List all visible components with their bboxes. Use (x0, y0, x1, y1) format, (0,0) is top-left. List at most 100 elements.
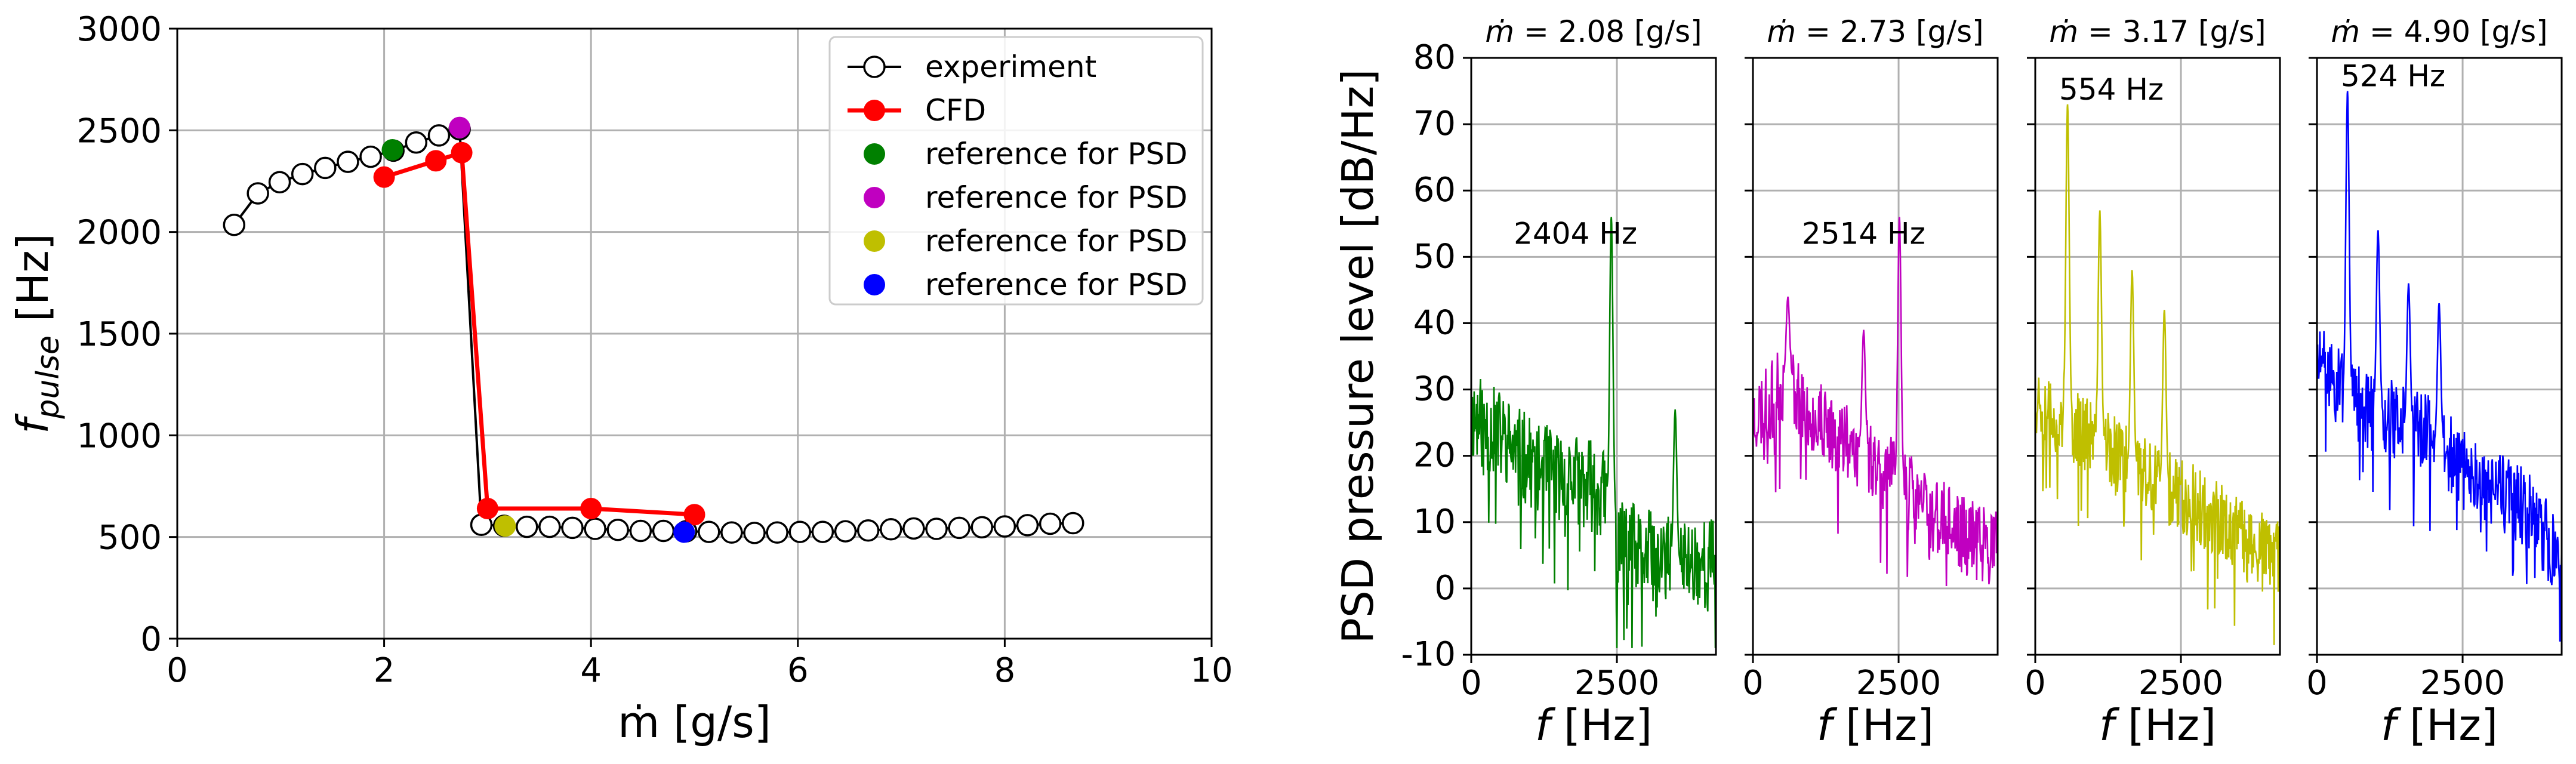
experiment-point (337, 150, 359, 173)
psd-title-value: 2.73 [g/s] (1840, 14, 1984, 49)
experiment-point (246, 182, 269, 205)
psd-y-tick-label: 80 (1413, 38, 1456, 77)
reference-point (381, 139, 403, 161)
left-y-axis-label: fpulse [Hz] (8, 233, 66, 434)
experiment-point (970, 516, 994, 539)
psd-peak-annotation: 2404 Hz (1514, 217, 1637, 251)
psd-x-tick-label: 2500 (1856, 664, 1942, 703)
left-y-tick-label: 3000 (76, 10, 162, 49)
left-series (223, 116, 1084, 544)
experiment-point (698, 520, 720, 543)
legend-label: experiment (925, 50, 1096, 84)
psd-peak-annotation: 524 Hz (2341, 59, 2445, 94)
psd-panel: 0 2500 ṁ = 3.17 [g/s] 554 Hz f [Hz] (2025, 14, 2281, 750)
experiment-point (314, 156, 337, 180)
left-y-label-unit: [Hz] (8, 233, 58, 335)
psd-x-tick-label: 0 (2306, 664, 2328, 703)
experiment-point (1062, 512, 1084, 535)
left-y-tick-label: 2500 (76, 112, 162, 150)
left-y-tick-label: 1000 (76, 417, 162, 455)
reference-point (494, 515, 516, 537)
psd-x-axis-label: f [Hz] (2099, 700, 2216, 750)
psd-axes-frame (1752, 57, 1999, 656)
left-x-tick-label: 4 (580, 651, 602, 690)
legend-label: reference for PSD (925, 224, 1188, 258)
psd-title-prefix: ṁ = (2331, 14, 2404, 49)
psd-y-tick-label: 60 (1413, 171, 1456, 210)
experiment-point (856, 519, 880, 542)
psd-y-tick-label: 10 (1413, 503, 1456, 541)
psd-x-label-unit: [Hz] (1832, 700, 1934, 750)
legend-label: reference for PSD (925, 267, 1188, 302)
psd-x-tick-label: 2500 (2139, 664, 2224, 703)
legend-marker (864, 100, 885, 121)
psd-y-tick-label: 20 (1413, 436, 1456, 475)
experiment-point (880, 517, 902, 541)
cfd-point (425, 150, 447, 172)
psd-peak-annotation: 2514 Hz (1802, 217, 1925, 251)
experiment-point (538, 515, 561, 538)
left-x-tick-label: 10 (1190, 651, 1232, 690)
psd-panel-title: ṁ = 2.08 [g/s] (1485, 14, 1702, 49)
experiment-point (652, 519, 675, 543)
psd-panel-title: ṁ = 4.90 [g/s] (2331, 14, 2547, 49)
legend-box (828, 36, 1204, 306)
experiment-point (584, 517, 606, 540)
experiment-point (359, 145, 382, 168)
experiment-point (720, 521, 743, 544)
psd-x-tick-label: 2500 (1574, 664, 1660, 703)
psd-panel-title: ṁ = 3.17 [g/s] (2049, 14, 2266, 49)
psd-x-tick-label: 0 (2025, 664, 2046, 703)
cfd-point (451, 141, 473, 164)
psd-title-value: 4.90 [g/s] (2404, 14, 2548, 49)
experiment-point (1016, 514, 1039, 537)
psd-title-prefix: ṁ = (2049, 14, 2122, 49)
cfd-point (580, 497, 602, 519)
legend-marker (863, 56, 886, 78)
psd-x-tick-label: 2500 (2420, 664, 2506, 703)
legend-label: reference for PSD (925, 180, 1188, 215)
psd-panel: 0 2500 ṁ = 2.73 [g/s] 2514 Hz f [Hz] (1742, 14, 1999, 750)
legend-marker (864, 230, 885, 252)
experiment-point (788, 520, 812, 543)
reference-point (673, 521, 695, 543)
psd-panel: 0 2500 ṁ = 4.90 [g/s] 524 Hz f [Hz] (2306, 14, 2563, 750)
psd-y-tick-label: 0 (1434, 569, 1456, 608)
experiment-point (268, 171, 291, 193)
legend-label: CFD (925, 93, 986, 128)
psd-spectrum-line (1752, 217, 1999, 587)
legend: experiment CFD reference for PSD reference … (828, 36, 1204, 306)
experiment-point (606, 518, 630, 541)
cfd-point (373, 166, 395, 188)
psd-axes-frame (2316, 57, 2563, 656)
psd-axes-frame (2034, 57, 2281, 656)
legend-marker (864, 143, 885, 165)
legend-marker (864, 187, 885, 208)
experiment-point (993, 515, 1016, 538)
left-axes-frame (176, 27, 1213, 640)
left-y-label-sub: pulse (30, 335, 66, 420)
left-y-tick-label: 0 (140, 620, 162, 659)
legend-marker (864, 274, 885, 295)
psd-spectrum-line (2034, 104, 2281, 645)
left-y-tick-label: 2000 (76, 214, 162, 252)
psd-y-tick-label: 70 (1413, 104, 1456, 143)
left-x-axis-label: ṁ [g/s] (618, 697, 771, 747)
psd-x-label-unit: [Hz] (2114, 700, 2216, 750)
psd-y-axis-label: PSD pressure level [dB/Hz] (1333, 69, 1383, 644)
legend-label: reference for PSD (925, 137, 1188, 171)
psd-y-tick-label: -10 (1401, 635, 1456, 674)
left-x-tick-label: 2 (374, 651, 395, 690)
reference-point (449, 116, 471, 138)
experiment-point (516, 515, 538, 538)
psd-spectrum-line (2316, 91, 2563, 642)
left-ticks: 0 2 4 6 8 10 0 500 1000 1500 2000 2500 3000 (76, 10, 1232, 690)
psd-title-value: 3.17 [g/s] (2122, 14, 2266, 49)
psd-x-label-unit: [Hz] (2396, 700, 2498, 750)
psd-x-axis-label: f [Hz] (2381, 700, 2498, 750)
experiment-point (223, 213, 246, 236)
left-x-tick-label: 6 (787, 651, 809, 690)
